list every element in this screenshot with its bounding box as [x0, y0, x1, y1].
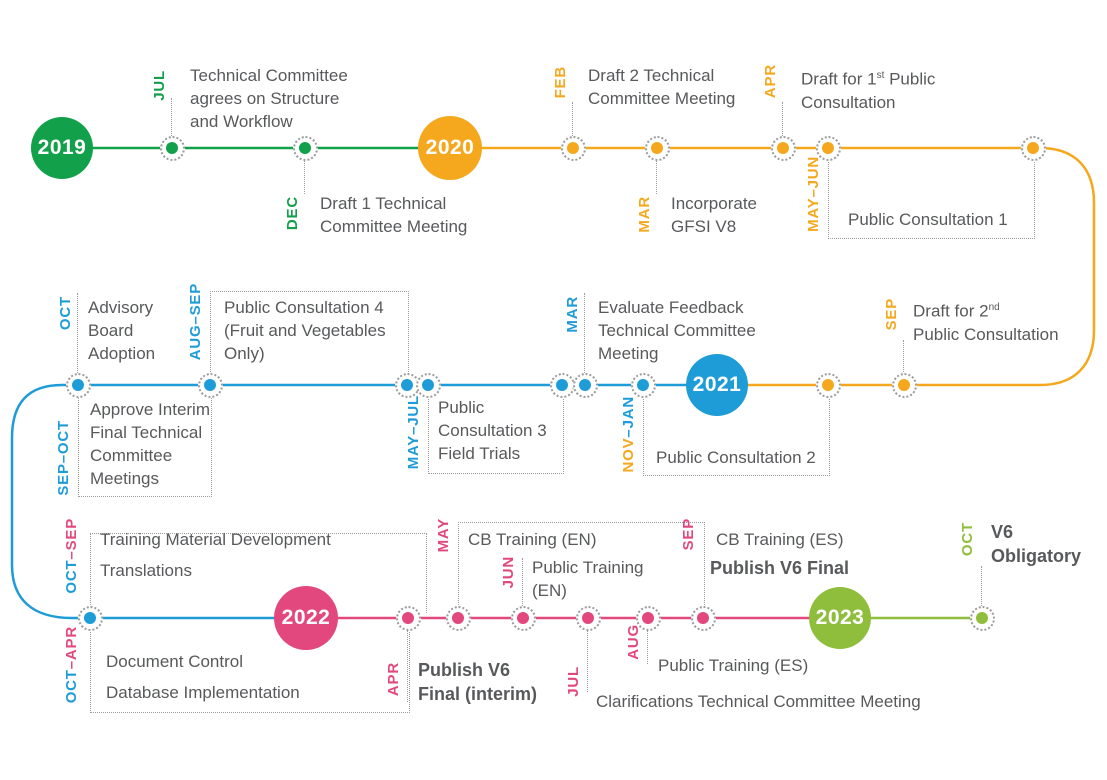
box-public-consultation-4: [210, 291, 409, 380]
event-text-training-material: Training Material Development Translatio…: [100, 530, 331, 580]
year-2019: 2019: [31, 117, 93, 179]
month-label-sep-2021-draft: SEP: [883, 298, 900, 331]
event-text-mar-2020: Incorporate GFSI V8: [671, 194, 757, 236]
connector-apr-2020: [782, 102, 783, 138]
month-label-feb-2020: FEB: [552, 66, 569, 99]
connector-jul-2019: [171, 98, 172, 138]
box-public-consultation-2: [643, 393, 830, 476]
event-text-public-training-es: Public Training (ES): [658, 656, 809, 675]
dot-dec-2019: [292, 135, 318, 161]
dot-jul-2019: [159, 135, 185, 161]
box-training-material: [90, 533, 427, 613]
dot-jan-2021: [630, 372, 656, 398]
event-text-cb-training-es: CB Training (ES): [716, 530, 844, 549]
month-label-sep-oct-2021: SEP–OCT: [55, 420, 72, 496]
month-label-oct-sep-2022: OCT–SEP: [63, 518, 80, 594]
event-text-document-control: Document Control Database Implementation: [106, 652, 300, 702]
dot-may-2022: [445, 605, 471, 631]
dot-jul-2021: [415, 372, 441, 398]
year-2021: 2021: [686, 354, 748, 416]
connector-feb-2020: [572, 102, 573, 138]
event-text-sep-2021-draft: Draft for 2nd Public Consultation: [913, 301, 1059, 344]
event-text-oct-2021: Advisory Board Adoption: [88, 298, 156, 363]
dot-feb-2020: [560, 135, 586, 161]
connector-mar-2020: [656, 158, 657, 194]
month-label-mar-2021: MAR: [564, 296, 581, 333]
dot-may-2021: [549, 372, 575, 398]
segment-2020: [450, 146, 1096, 387]
connector-aug-2022: [647, 630, 648, 664]
dot-may-2020: [815, 135, 841, 161]
dot-mar-2021: [572, 372, 598, 398]
month-label-jul-2019: JUL: [151, 70, 168, 101]
segment-2021: [10, 383, 717, 620]
event-text-mar-2021: Evaluate Feedback Technical Committee Me…: [598, 298, 756, 363]
box-public-consultation-1: [828, 156, 1035, 239]
dot-sep-2022: [690, 605, 716, 631]
month-label-jun-2022: JUN: [500, 556, 517, 589]
dot-aug-2021: [394, 372, 420, 398]
event-text-public-consultation-3: Public Consultation 3 Field Trials: [438, 398, 547, 463]
box-public-consultation-3: [428, 393, 564, 474]
month-label-jul-2022: JUL: [565, 666, 582, 697]
connector-apr-2022: [407, 630, 408, 702]
connector-sep-2021: [903, 340, 904, 374]
dot-nov-2020: [815, 372, 841, 398]
connector-oct-2023: [981, 566, 982, 608]
event-text-jul-2019: Technical Committee agrees on Structure …: [190, 66, 348, 131]
connector-oct-2021: [77, 293, 78, 375]
event-text-approve-interim: Approve Interim Final Technical Committe…: [90, 400, 210, 488]
dot-sep-2020: [891, 372, 917, 398]
connector-dec-2019: [304, 158, 305, 194]
event-text-publish-v6-final: Publish V6 Final: [710, 558, 850, 578]
connector-jun-2022: [522, 558, 523, 608]
dot-apr-2022: [395, 605, 421, 631]
event-text-apr-2020: Draft for 1st Public Consultation: [801, 69, 936, 112]
event-text-public-consultation-4: Public Consultation 4 (Fruit and Vegetab…: [224, 298, 386, 363]
month-label-nov-jan: NOV–JAN: [620, 396, 637, 473]
dot-sep-2021: [197, 372, 223, 398]
year-2023: 2023: [809, 587, 871, 649]
month-label-oct-2021: OCT: [57, 296, 74, 331]
dot-jul-2022: [575, 605, 601, 631]
month-label-may-jun-2020: MAY–JUN: [805, 156, 822, 232]
connector-jul-2022: [587, 630, 588, 692]
box-approve-interim: [78, 393, 212, 497]
dot-apr-2020: [770, 135, 796, 161]
event-text-publish-v6-interim: Publish V6 Final (interim): [418, 660, 538, 704]
connector-mar-2021: [584, 293, 585, 375]
month-label-apr-2020: APR: [762, 64, 779, 99]
year-2020: 2020: [418, 116, 482, 180]
month-label-sep-2022: SEP: [680, 518, 697, 551]
box-cb-training: [458, 522, 705, 613]
year-2022: 2022: [274, 586, 338, 650]
dot-jun-2022: [510, 605, 536, 631]
dot-aug-2022: [635, 605, 661, 631]
month-label-mar-2020: MAR: [636, 196, 653, 233]
dot-oct-2021: [65, 372, 91, 398]
event-text-feb-2020: Draft 2 Technical Committee Meeting: [588, 66, 736, 108]
month-label-dec-2019: DEC: [284, 196, 301, 231]
month-label-oct-2023: OCT: [959, 522, 976, 557]
month-label-apr-2022: APR: [385, 662, 402, 697]
event-text-public-training-en: Public Training (EN): [532, 558, 644, 600]
month-label-aug-sep-2021: AUG–SEP: [187, 283, 204, 361]
month-label-may-2022: MAY: [435, 518, 452, 553]
month-label-may-jul-2021: MAY–JUL: [405, 395, 422, 470]
box-document-control: [90, 624, 410, 713]
event-text-clarifications: Clarifications Technical Committee Meeti…: [596, 692, 921, 711]
dot-oct-2021-start-2022: [77, 605, 103, 631]
event-text-v6-obligatory: V6 Obligatory: [991, 522, 1082, 566]
month-label-aug-2022: AUG: [625, 624, 642, 660]
event-text-dec-2019: Draft 1 Technical Committee Meeting: [320, 194, 468, 236]
month-label-oct-apr-2022: OCT–APR: [63, 626, 80, 704]
dot-mar-2020: [644, 135, 670, 161]
event-text-cb-training-en: CB Training (EN): [468, 530, 597, 549]
event-text-public-consultation-2: Public Consultation 2: [656, 448, 816, 467]
dot-jun-2020: [1020, 135, 1046, 161]
dot-oct-2023: [969, 605, 995, 631]
event-text-public-consultation-1: Public Consultation 1: [848, 210, 1008, 229]
